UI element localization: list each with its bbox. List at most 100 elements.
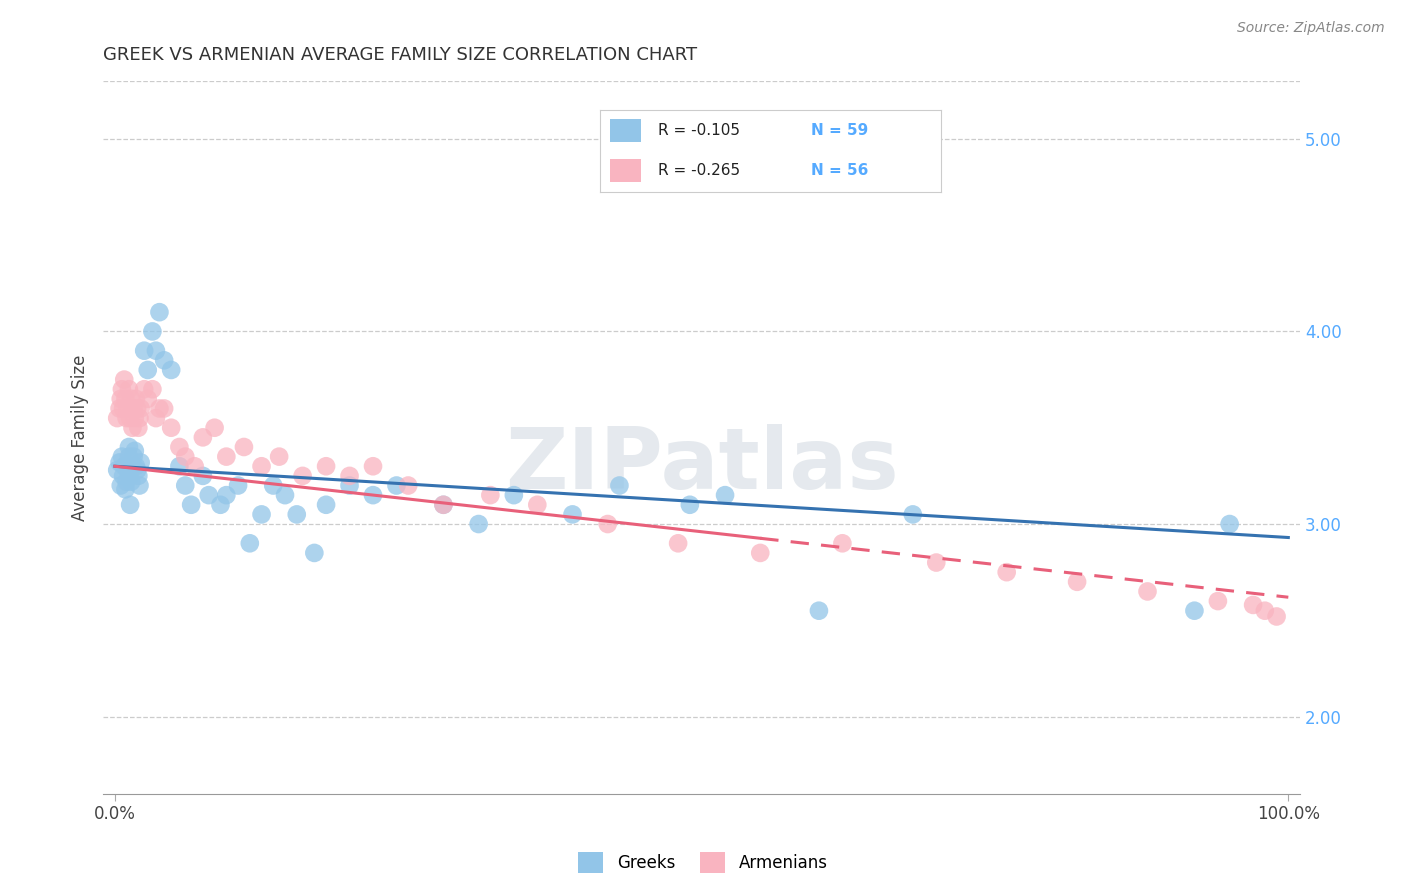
Point bbox=[128, 478, 150, 492]
Point bbox=[1241, 598, 1264, 612]
Point bbox=[596, 516, 619, 531]
Point bbox=[925, 556, 948, 570]
Point bbox=[215, 450, 238, 464]
Point bbox=[148, 305, 170, 319]
Point bbox=[153, 353, 176, 368]
Point bbox=[215, 488, 238, 502]
Point bbox=[180, 498, 202, 512]
Point bbox=[191, 469, 214, 483]
Point bbox=[115, 411, 138, 425]
Point bbox=[749, 546, 772, 560]
Point bbox=[1136, 584, 1159, 599]
Point bbox=[121, 459, 143, 474]
Point bbox=[262, 478, 284, 492]
Point bbox=[169, 440, 191, 454]
Point bbox=[1066, 574, 1088, 589]
Point bbox=[111, 382, 134, 396]
Point bbox=[269, 450, 291, 464]
Point bbox=[112, 459, 135, 474]
Point bbox=[114, 483, 136, 497]
Point bbox=[233, 440, 256, 454]
Point bbox=[127, 463, 149, 477]
Point bbox=[127, 469, 149, 483]
Point bbox=[136, 392, 159, 406]
Point bbox=[250, 459, 273, 474]
Point bbox=[125, 459, 148, 474]
Point bbox=[1206, 594, 1229, 608]
Point bbox=[160, 363, 183, 377]
Point bbox=[901, 508, 924, 522]
Text: Source: ZipAtlas.com: Source: ZipAtlas.com bbox=[1237, 21, 1385, 35]
Point bbox=[122, 401, 145, 416]
Point bbox=[226, 478, 249, 492]
Point bbox=[129, 455, 152, 469]
Point bbox=[120, 411, 142, 425]
Point bbox=[120, 392, 142, 406]
Point bbox=[291, 469, 314, 483]
Point bbox=[502, 488, 524, 502]
Point bbox=[117, 463, 139, 477]
Point bbox=[174, 450, 197, 464]
Point bbox=[134, 382, 156, 396]
Point bbox=[191, 430, 214, 444]
Point bbox=[609, 478, 631, 492]
Point bbox=[304, 546, 326, 560]
Point bbox=[995, 565, 1018, 579]
Point bbox=[110, 392, 132, 406]
Point bbox=[118, 440, 141, 454]
Point bbox=[432, 498, 454, 512]
Point bbox=[169, 459, 191, 474]
Point bbox=[714, 488, 737, 502]
Point bbox=[807, 604, 830, 618]
Text: ZIPatlas: ZIPatlas bbox=[505, 425, 898, 508]
Point bbox=[112, 373, 135, 387]
Point bbox=[120, 498, 142, 512]
Point bbox=[250, 508, 273, 522]
Point bbox=[141, 325, 163, 339]
Point bbox=[118, 382, 141, 396]
Point bbox=[160, 421, 183, 435]
Point bbox=[124, 443, 146, 458]
Point bbox=[105, 411, 128, 425]
Point bbox=[117, 401, 139, 416]
Point bbox=[396, 478, 419, 492]
Point bbox=[1219, 516, 1241, 531]
Point bbox=[285, 508, 308, 522]
Point bbox=[361, 488, 384, 502]
Point bbox=[361, 459, 384, 474]
Point bbox=[197, 488, 219, 502]
Point bbox=[479, 488, 502, 502]
Point bbox=[315, 459, 337, 474]
Point bbox=[239, 536, 262, 550]
Point bbox=[127, 421, 149, 435]
Point bbox=[145, 411, 167, 425]
Point bbox=[666, 536, 689, 550]
Point bbox=[134, 343, 156, 358]
Point bbox=[432, 498, 454, 512]
Point bbox=[120, 475, 142, 489]
Point bbox=[339, 469, 361, 483]
Point bbox=[315, 498, 337, 512]
Point bbox=[831, 536, 853, 550]
Point bbox=[385, 478, 408, 492]
Point bbox=[110, 478, 132, 492]
Point bbox=[112, 401, 135, 416]
Point bbox=[1254, 604, 1277, 618]
Point bbox=[122, 450, 145, 464]
Point bbox=[1184, 604, 1206, 618]
Point bbox=[145, 343, 167, 358]
Legend: Greeks, Armenians: Greeks, Armenians bbox=[572, 846, 834, 880]
Point bbox=[561, 508, 583, 522]
Point bbox=[115, 475, 138, 489]
Point bbox=[120, 469, 142, 483]
Point bbox=[121, 421, 143, 435]
Point bbox=[114, 392, 136, 406]
Point bbox=[1265, 609, 1288, 624]
Text: GREEK VS ARMENIAN AVERAGE FAMILY SIZE CORRELATION CHART: GREEK VS ARMENIAN AVERAGE FAMILY SIZE CO… bbox=[103, 46, 697, 64]
Point bbox=[118, 450, 141, 464]
Point bbox=[526, 498, 548, 512]
Point bbox=[679, 498, 702, 512]
Point bbox=[204, 421, 226, 435]
Point bbox=[127, 401, 149, 416]
Point bbox=[153, 401, 176, 416]
